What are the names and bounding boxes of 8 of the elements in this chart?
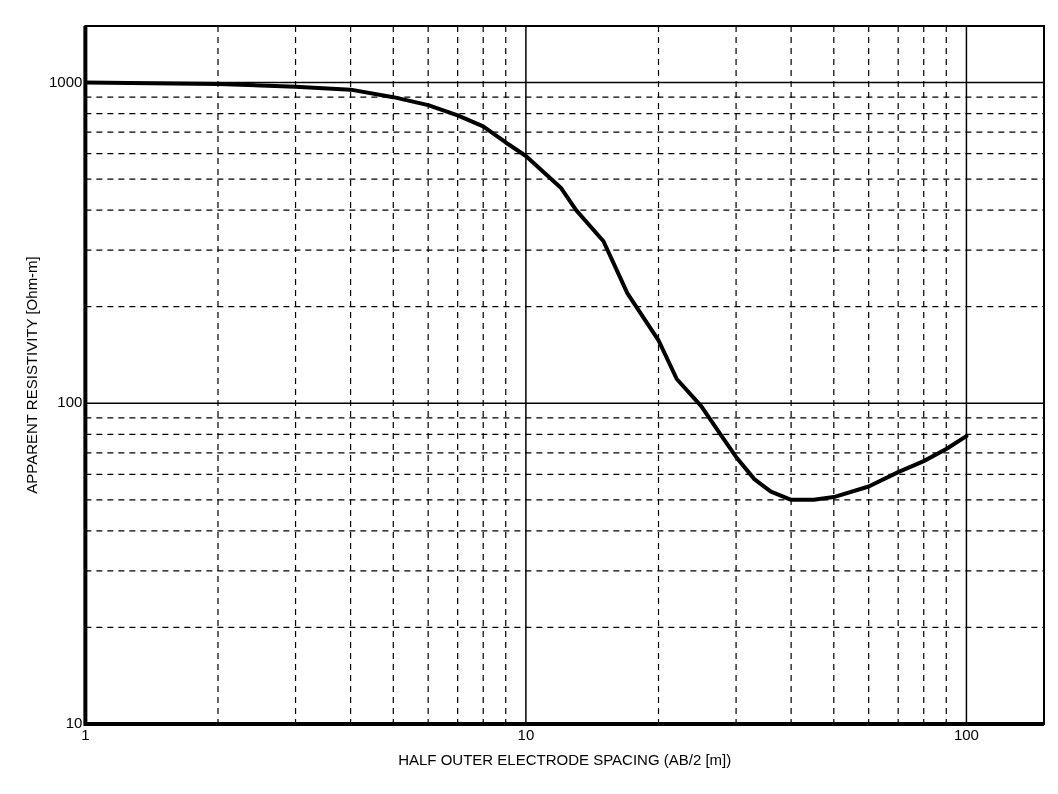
- y-axis-title: APPARENT RESISTIVITY [Ohm-m]: [23, 256, 41, 494]
- x-tick-label: 1: [81, 726, 90, 744]
- x-axis-title: HALF OUTER ELECTRODE SPACING (AB/2 [m]): [398, 751, 732, 769]
- x-tick-label: 10: [517, 726, 535, 744]
- x-tick-label: 100: [953, 726, 979, 744]
- y-tick-label: 10: [65, 714, 83, 732]
- y-tick-label: 100: [57, 393, 83, 411]
- y-tick-label: 1000: [48, 72, 83, 90]
